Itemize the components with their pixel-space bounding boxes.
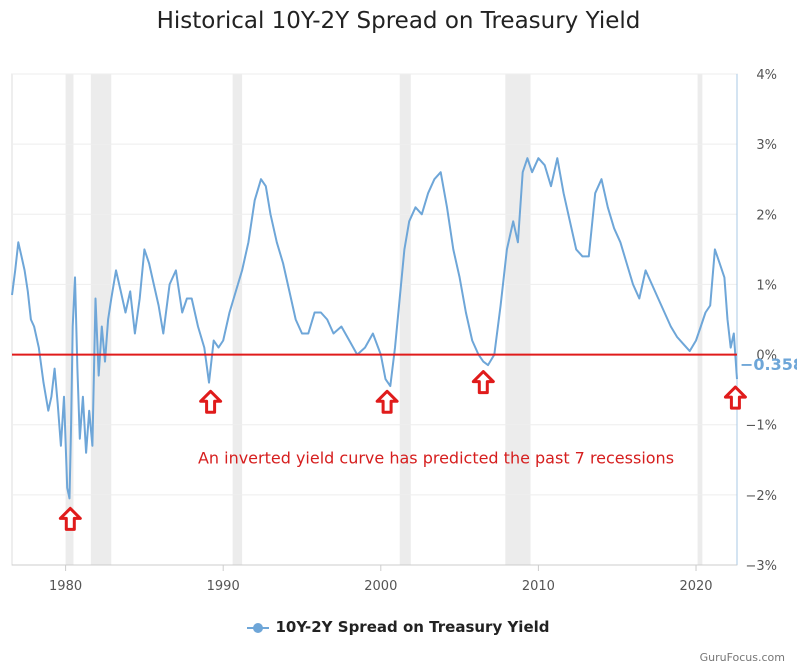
recession-band bbox=[232, 74, 243, 565]
up-arrow-icon bbox=[471, 370, 495, 395]
up-arrow-icon bbox=[199, 389, 223, 414]
y-tick-label: −2% bbox=[745, 489, 777, 504]
x-tick-label: 2000 bbox=[364, 579, 397, 594]
y-tick-label: 1% bbox=[756, 278, 777, 293]
y-tick-label: 0% bbox=[756, 349, 777, 364]
up-arrow-icon bbox=[723, 385, 747, 410]
legend-series-label: 10Y-2Y Spread on Treasury Yield bbox=[275, 618, 550, 636]
annotation-text: An inverted yield curve has predicted th… bbox=[198, 448, 674, 467]
recession-band bbox=[505, 74, 531, 565]
series-line bbox=[11, 157, 738, 500]
chart-legend[interactable]: 10Y-2Y Spread on Treasury Yield bbox=[0, 618, 797, 636]
source-credit: GuruFocus.com bbox=[699, 651, 785, 664]
y-tick-label: −3% bbox=[745, 559, 777, 574]
up-arrow-icon bbox=[375, 389, 399, 414]
recession-band bbox=[697, 74, 703, 565]
y-tick-label: 2% bbox=[756, 208, 777, 223]
x-tick-label: 2020 bbox=[679, 579, 712, 594]
x-tick-label: 1980 bbox=[49, 579, 82, 594]
up-arrow-icon bbox=[58, 506, 82, 531]
y-tick-label: −1% bbox=[745, 419, 777, 434]
y-tick-label: 3% bbox=[756, 138, 777, 153]
plot-frame bbox=[11, 73, 738, 566]
recession-band bbox=[90, 74, 112, 565]
x-tick-label: 2010 bbox=[522, 579, 555, 594]
chart-title: Historical 10Y-2Y Spread on Treasury Yie… bbox=[156, 8, 641, 34]
recession-band bbox=[399, 74, 411, 565]
last-value-label: −0.358 bbox=[740, 355, 797, 374]
y-tick-label: 4% bbox=[756, 68, 777, 83]
x-tick-label: 1990 bbox=[207, 579, 240, 594]
recession-band bbox=[65, 74, 74, 565]
legend-series-icon bbox=[247, 622, 270, 633]
